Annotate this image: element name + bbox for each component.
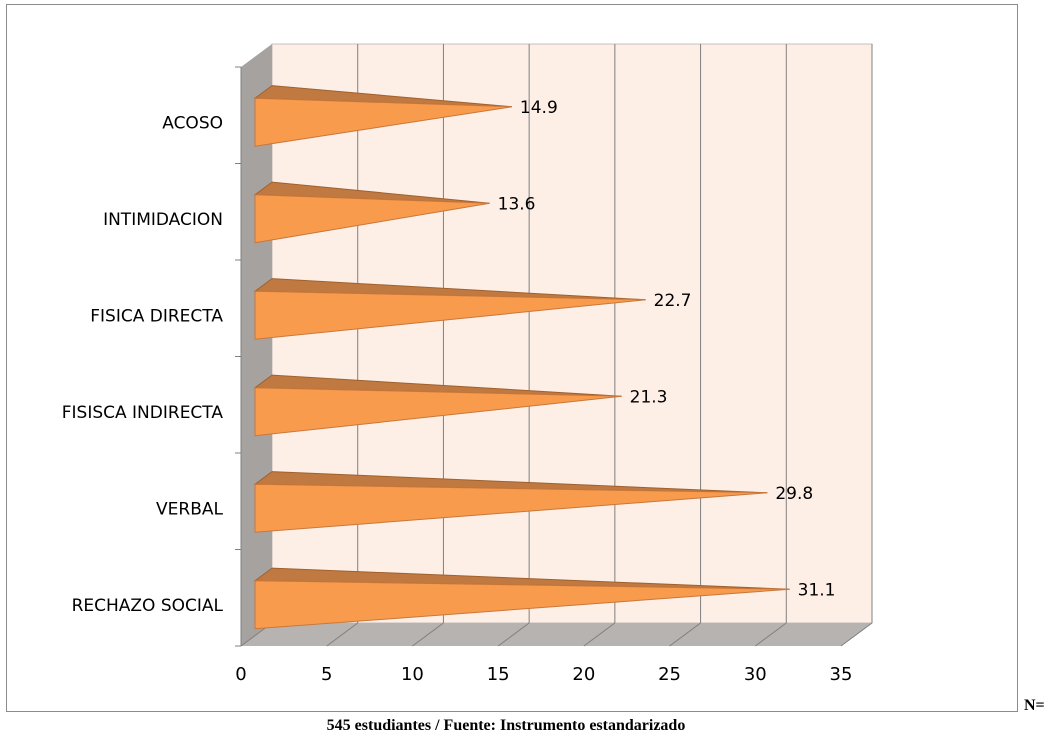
bar-front-face [254,97,513,147]
floor-gridline [583,622,616,647]
category-label: INTIMIDACION [103,210,223,230]
bar-front-face [254,580,790,630]
gridlines [240,44,873,647]
floor-gridline [754,622,787,647]
bar-front-face [254,290,646,340]
chart-frame: 0 5 10 15 20 25 30 35 ACOSO INTIMIDACION FISICA DI… [6,4,1018,712]
data-label: 22.7 [654,291,692,311]
category-labels: ACOSO INTIMIDACION FISICA DIRECTA FISISCA I… [62,113,224,616]
category-label: FISICA DIRECTA [90,306,223,326]
bar [253,567,790,630]
x-tick-label: 25 [658,664,681,685]
n-label: N= [1024,697,1045,714]
category-label: ACOSO [162,113,223,133]
x-tick-labels: 0 5 10 15 20 25 30 35 [235,664,852,685]
floor [241,623,872,646]
bar [253,181,490,244]
data-label: 13.6 [498,194,536,214]
bars [253,85,790,630]
data-label: 31.1 [798,580,836,600]
floor-gridline [840,622,873,647]
category-axis [235,66,242,647]
floor-gridline [669,622,701,647]
bar-front-face [254,483,768,533]
x-tick-label: 35 [830,664,853,685]
category-label: RECHAZO SOCIAL [72,596,224,616]
data-label: 21.3 [630,387,668,407]
floor-gridline [326,622,359,647]
x-tick-label: 15 [487,664,510,685]
back-wall [271,43,873,624]
x-tick-label: 30 [744,664,767,685]
x-tick-label: 5 [321,664,332,685]
x-tick-label: 20 [572,664,595,685]
category-label: FISISCA INDIRECTA [62,403,224,423]
bar [253,278,646,340]
category-label: VERBAL [156,499,223,519]
bar-front-face [254,194,490,244]
footer-note: 545 estudiantes / Fuente: Instrumento es… [326,717,686,734]
cone-bar-chart: 0 5 10 15 20 25 30 35 ACOSO INTIMIDACION FISICA DI… [62,43,873,685]
bar [253,471,768,533]
floor-gridline [412,622,444,647]
data-label: 14.9 [520,98,558,118]
bar [253,374,622,437]
data-label: 29.8 [775,484,813,504]
x-tick-label: 0 [235,664,246,685]
bar [253,85,513,147]
x-tick-label: 10 [401,664,424,685]
floor-gridline [497,622,530,647]
data-labels: 14.9 13.6 22.7 21.3 29.8 31.1 [498,98,836,601]
bar-front-face [254,387,622,437]
